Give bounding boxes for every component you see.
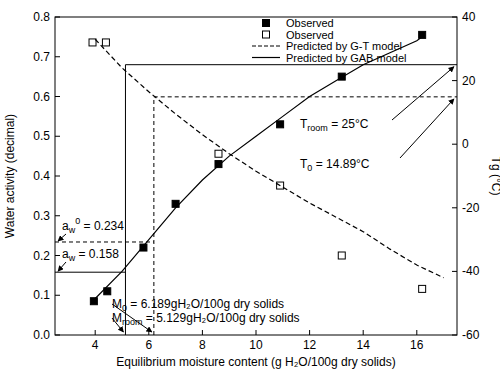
y-axis-label: Water activity (decimal) <box>3 114 17 238</box>
y2-tick-label: 20 <box>462 74 476 88</box>
y2-axis-label: Tg (°C) <box>489 157 500 196</box>
data-point <box>102 39 109 46</box>
annotation-arrow <box>112 318 123 332</box>
x-tick-label: 12 <box>303 338 317 352</box>
x-tick <box>256 330 257 335</box>
y-tick-label: 0.1 <box>33 288 50 302</box>
data-point <box>215 150 222 157</box>
y-tick-label: 0.8 <box>33 10 50 24</box>
legend-marker <box>263 31 270 38</box>
legend-entry: Observed <box>263 29 334 41</box>
data-point <box>419 285 426 292</box>
y-tick <box>55 255 60 256</box>
legend-label: Predicted by GAB model <box>286 52 406 64</box>
x-tick-label: 4 <box>92 338 99 352</box>
y-tick-label: 0.5 <box>33 129 50 143</box>
x-axis-label: Equilibrium moisture content (g H₂O/100g… <box>116 355 395 369</box>
y-tick-label: 0.2 <box>33 249 50 263</box>
y-tick-label: 0.4 <box>33 169 50 183</box>
data-point <box>277 121 284 128</box>
x-tick <box>416 330 417 335</box>
legend-entry: Predicted by G-T model <box>252 40 402 52</box>
y-tick-label: 0.6 <box>33 90 50 104</box>
x-tick-label: 16 <box>410 338 424 352</box>
y-tick-label: 0.3 <box>33 209 50 223</box>
data-point <box>338 252 345 259</box>
x-tick <box>202 330 203 335</box>
y2-tick-label: -20 <box>462 201 480 215</box>
y-tick <box>55 136 60 137</box>
y-tick <box>55 56 60 57</box>
y2-tick-label: 0 <box>462 137 469 151</box>
annotation-arrow <box>392 67 454 120</box>
annotation-arrow <box>400 99 454 158</box>
y2-tick <box>452 207 457 208</box>
x-tick <box>95 330 96 335</box>
guide-aw <box>55 272 125 273</box>
data-point <box>90 298 97 305</box>
annotation: T0 = 14.89°C <box>300 157 370 173</box>
y2-tick <box>452 17 457 18</box>
legend-line <box>252 45 280 46</box>
y-tick <box>55 17 60 18</box>
legend-label: Predicted by G-T model <box>286 40 402 52</box>
y2-tick <box>452 271 457 272</box>
legend-marker <box>263 20 270 27</box>
annotation: Troom = 25°C <box>300 117 369 133</box>
data-point <box>172 200 179 207</box>
y2-tick <box>452 335 457 336</box>
annotation: aw0 = 0.234 <box>62 216 124 235</box>
plot-frame <box>55 17 457 335</box>
annotation: aw = 0.158 <box>62 247 119 263</box>
y-tick <box>55 295 60 296</box>
plot-area <box>55 31 457 335</box>
guide-aw0 <box>55 241 154 242</box>
x-tick <box>148 330 149 335</box>
y2-tick-label: 40 <box>462 10 476 24</box>
x-tick-label: 8 <box>199 338 206 352</box>
x-tick-label: 10 <box>249 338 263 352</box>
y2-tick-label: -40 <box>462 264 480 278</box>
legend-entry: Predicted by GAB model <box>252 52 406 64</box>
y2-tick <box>452 80 457 81</box>
y-tick <box>55 215 60 216</box>
guide-troom <box>125 65 457 335</box>
y-tick <box>55 335 60 336</box>
legend-label: Observed <box>286 17 334 29</box>
y2-tick <box>452 144 457 145</box>
legend-label: Observed <box>286 29 334 41</box>
y-tick-label: 0.0 <box>33 328 50 342</box>
series-line <box>93 35 425 301</box>
x-tick-label: 6 <box>145 338 152 352</box>
y-tick-label: 0.7 <box>33 50 50 64</box>
legend-line <box>252 57 280 58</box>
annotation-arrow <box>58 262 66 271</box>
x-tick <box>363 330 364 335</box>
x-tick <box>309 330 310 335</box>
x-tick-label: 14 <box>357 338 371 352</box>
chart: 4 6 8 10 12 14 16 0.0 0.1 0.2 0.3 0.4 0.5 0.6 0.7 0.8 -6… <box>0 0 500 370</box>
annotation-arrow <box>58 234 66 241</box>
data-point <box>89 39 96 46</box>
annotation: Mroom = 5.129gH₂O/100g dry solids <box>112 311 300 327</box>
y2-tick-label: -60 <box>462 328 480 342</box>
legend-entry: Observed <box>263 17 334 29</box>
y-tick <box>55 96 60 97</box>
y-tick <box>55 176 60 177</box>
